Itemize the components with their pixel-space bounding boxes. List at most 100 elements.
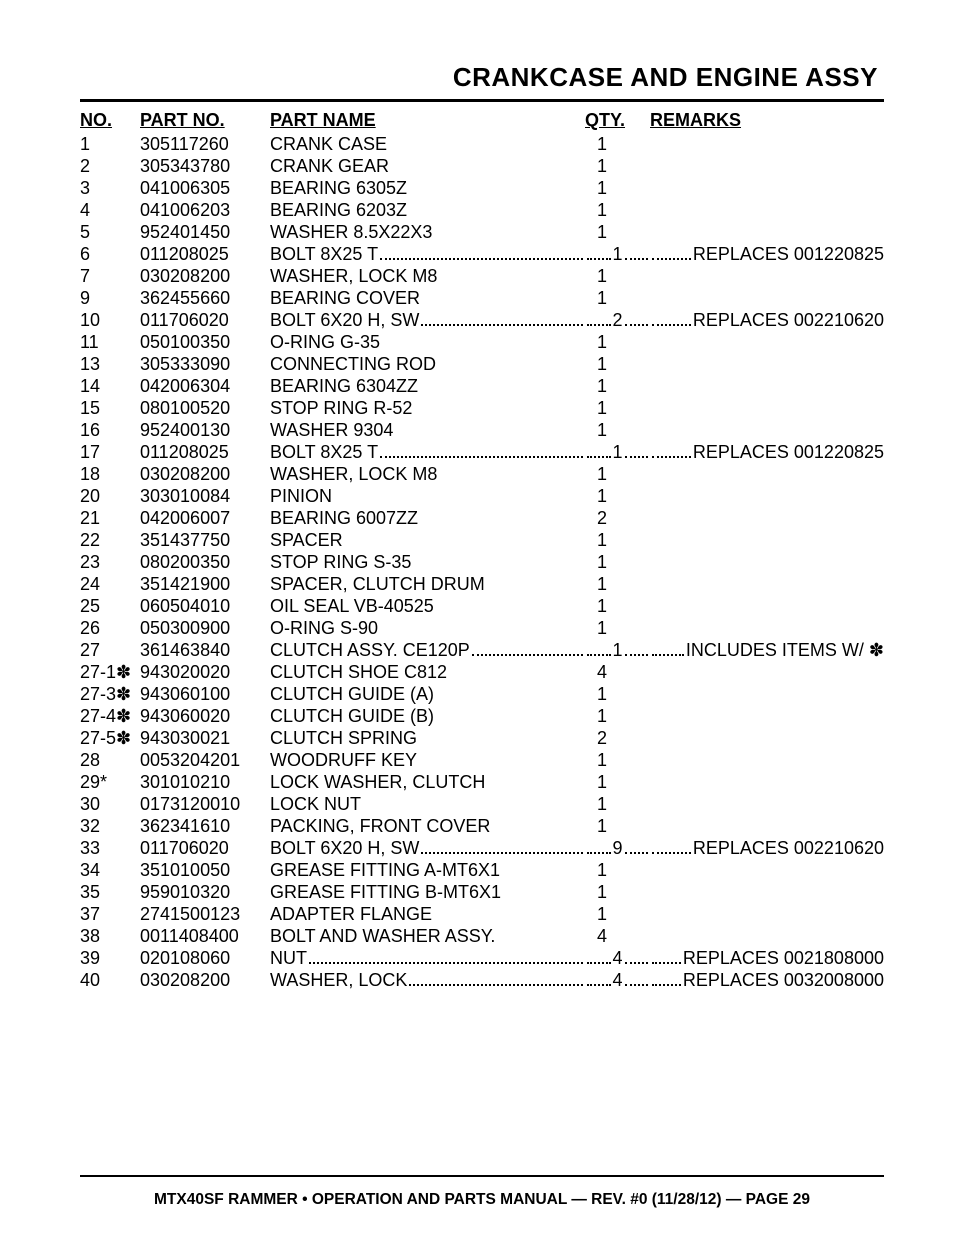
cell-part-name: WASHER, LOCK M8 — [270, 265, 585, 287]
cell-remarks — [650, 903, 884, 925]
table-row: 11050100350O-RING G-351 — [80, 331, 884, 353]
cell-qty: 1 — [585, 595, 650, 617]
table-row: 17 011208025BOLT 8X25 T 1REPLACES 001220… — [80, 441, 884, 463]
cell-qty: 1 — [585, 903, 650, 925]
cell-remarks — [650, 463, 884, 485]
table-row: 7030208200WASHER, LOCK M81 — [80, 265, 884, 287]
cell-remarks: REPLACES 0021808000 — [650, 947, 884, 969]
cell-remarks — [650, 705, 884, 727]
table-row: 372741500123ADAPTER FLANGE1 — [80, 903, 884, 925]
part-name-text: WASHER, LOCK — [270, 969, 407, 991]
cell-no: 21 — [80, 507, 140, 529]
cell-no: 39 — [80, 947, 140, 969]
qty-text: 9 — [613, 837, 623, 859]
table-header-row: NO. PART NO. PART NAME QTY. REMARKS — [80, 108, 884, 133]
cell-part-name: CLUTCH SPRING — [270, 727, 585, 749]
leader-dots — [652, 840, 691, 854]
cell-remarks — [650, 177, 884, 199]
cell-remarks — [650, 749, 884, 771]
cell-no: 6 — [80, 243, 140, 265]
cell-part-name: WASHER 8.5X22X3 — [270, 221, 585, 243]
cell-no: 27-4✽ — [80, 705, 140, 727]
table-row: 2305343780CRANK GEAR1 — [80, 155, 884, 177]
cell-qty: 1 — [585, 771, 650, 793]
cell-part-no: 943060020 — [140, 705, 270, 727]
cell-part-no: 050100350 — [140, 331, 270, 353]
cell-part-no: 943060100 — [140, 683, 270, 705]
cell-part-name: SPACER, CLUTCH DRUM — [270, 573, 585, 595]
cell-qty: 1 — [585, 881, 650, 903]
cell-qty: 1 — [585, 639, 650, 661]
cell-remarks — [650, 485, 884, 507]
page-footer: MTX40SF RAMMER • OPERATION AND PARTS MAN… — [80, 1191, 884, 1209]
cell-remarks — [650, 353, 884, 375]
cell-part-no: 301010210 — [140, 771, 270, 793]
cell-remarks — [650, 419, 884, 441]
cell-no: 38 — [80, 925, 140, 947]
cell-no: 35 — [80, 881, 140, 903]
cell-part-no: 011208025 — [140, 243, 270, 265]
cell-qty: 2 — [585, 507, 650, 529]
cell-no: 24 — [80, 573, 140, 595]
cell-part-name: BOLT 8X25 T — [270, 243, 585, 265]
leader-dots — [625, 972, 649, 986]
cell-part-name: PACKING, FRONT COVER — [270, 815, 585, 837]
cell-remarks — [650, 617, 884, 639]
leader-dots — [587, 972, 611, 986]
leader-dots — [587, 950, 611, 964]
remarks-text: REPLACES 001220825 — [693, 243, 884, 265]
cell-no: 27-5✽ — [80, 727, 140, 749]
table-body: 1305117260CRANK CASE12305343780CRANK GEA… — [80, 133, 884, 991]
table-row: 27361463840CLUTCH ASSY. CE120P 1INCLUDES… — [80, 639, 884, 661]
cell-no: 16 — [80, 419, 140, 441]
cell-no: 15 — [80, 397, 140, 419]
cell-no: 11 — [80, 331, 140, 353]
cell-qty: 1 — [585, 859, 650, 881]
cell-part-name: BOLT 8X25 T — [270, 441, 585, 463]
cell-qty: 1 — [585, 573, 650, 595]
cell-part-name: CRANK GEAR — [270, 155, 585, 177]
parts-table: NO. PART NO. PART NAME QTY. REMARKS 1305… — [80, 108, 884, 991]
cell-remarks — [650, 221, 884, 243]
qty-text: 1 — [613, 441, 623, 463]
table-row: 3041006305BEARING 6305Z1 — [80, 177, 884, 199]
part-name-text: BOLT 8X25 T — [270, 243, 378, 265]
cell-part-no: 080200350 — [140, 551, 270, 573]
cell-no: 32 — [80, 815, 140, 837]
cell-qty: 1 — [585, 265, 650, 287]
cell-part-no: 2741500123 — [140, 903, 270, 925]
cell-part-no: 0011408400 — [140, 925, 270, 947]
header-qty: QTY. — [585, 108, 650, 133]
remarks-text: REPLACES 0032008000 — [683, 969, 884, 991]
part-name-text: BOLT 8X25 T — [270, 441, 378, 463]
header-no: NO. — [80, 108, 140, 133]
cell-part-name: O-RING G-35 — [270, 331, 585, 353]
cell-remarks — [650, 507, 884, 529]
cell-part-name: ADAPTER FLANGE — [270, 903, 585, 925]
cell-no: 1 — [80, 133, 140, 155]
cell-part-name: LOCK NUT — [270, 793, 585, 815]
cell-part-no: 030208200 — [140, 265, 270, 287]
cell-qty: 4 — [585, 969, 650, 991]
qty-text: 4 — [613, 969, 623, 991]
cell-qty: 9 — [585, 837, 650, 859]
cell-no: 25 — [80, 595, 140, 617]
cell-part-no: 305343780 — [140, 155, 270, 177]
cell-remarks — [650, 375, 884, 397]
cell-qty: 1 — [585, 287, 650, 309]
cell-part-no: 011208025 — [140, 441, 270, 463]
cell-qty: 1 — [585, 331, 650, 353]
leader-dots — [421, 840, 583, 854]
cell-part-no: 351010050 — [140, 859, 270, 881]
cell-remarks — [650, 287, 884, 309]
cell-no: 29* — [80, 771, 140, 793]
cell-part-no: 060504010 — [140, 595, 270, 617]
part-name-text: BOLT 6X20 H, SW — [270, 837, 419, 859]
cell-part-name: BEARING 6304ZZ — [270, 375, 585, 397]
cell-part-no: 041006305 — [140, 177, 270, 199]
cell-qty: 1 — [585, 243, 650, 265]
cell-qty: 1 — [585, 397, 650, 419]
leader-dots — [587, 246, 611, 260]
cell-part-name: WOODRUFF KEY — [270, 749, 585, 771]
remarks-text: REPLACES 002210620 — [693, 309, 884, 331]
